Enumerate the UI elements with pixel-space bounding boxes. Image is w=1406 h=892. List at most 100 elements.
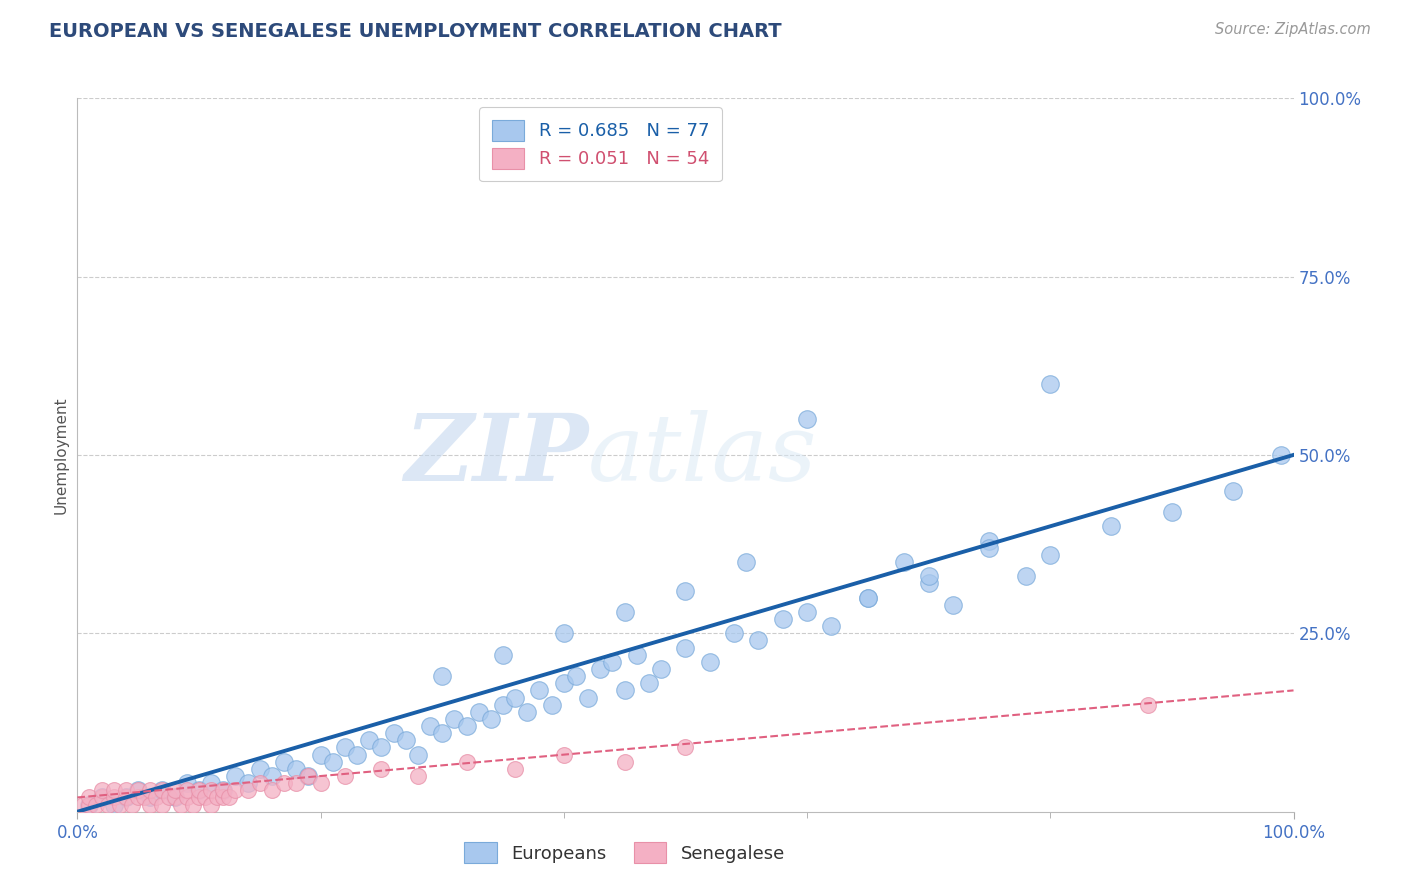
Point: [218, 790, 240, 805]
Point: [747, 633, 769, 648]
Point: [382, 726, 405, 740]
Point: [200, 783, 222, 797]
Point: [553, 676, 575, 690]
Point: [84, 797, 107, 812]
Point: [176, 783, 198, 797]
Point: [90, 790, 112, 805]
Point: [139, 790, 162, 805]
Point: [602, 655, 624, 669]
Point: [796, 412, 818, 426]
Point: [273, 755, 295, 769]
Point: [553, 626, 575, 640]
Point: [127, 783, 149, 797]
Point: [170, 797, 193, 812]
Point: [1136, 698, 1159, 712]
Point: [273, 776, 295, 790]
Point: [127, 790, 149, 805]
Point: [285, 762, 308, 776]
Point: [419, 719, 441, 733]
Point: [181, 797, 204, 812]
Point: [134, 790, 156, 805]
Point: [108, 797, 131, 812]
Point: [115, 790, 138, 805]
Legend: Europeans, Senegalese: Europeans, Senegalese: [457, 835, 792, 871]
Point: [675, 583, 697, 598]
Y-axis label: Unemployment: Unemployment: [53, 396, 69, 514]
Point: [103, 797, 125, 812]
Point: [121, 797, 143, 812]
Point: [297, 769, 319, 783]
Point: [1099, 519, 1122, 533]
Point: [103, 790, 125, 805]
Point: [613, 755, 636, 769]
Point: [139, 797, 162, 812]
Point: [370, 740, 392, 755]
Point: [503, 762, 526, 776]
Point: [492, 648, 515, 662]
Point: [492, 698, 515, 712]
Point: [467, 705, 489, 719]
Point: [188, 783, 211, 797]
Point: [79, 797, 101, 812]
Point: [395, 733, 418, 747]
Text: atlas: atlas: [588, 410, 818, 500]
Point: [212, 783, 235, 797]
Point: [163, 790, 186, 805]
Point: [224, 769, 246, 783]
Point: [188, 783, 211, 797]
Point: [236, 776, 259, 790]
Point: [127, 783, 149, 797]
Point: [188, 790, 211, 805]
Text: ZIP: ZIP: [404, 410, 588, 500]
Point: [918, 569, 941, 583]
Point: [97, 797, 120, 812]
Point: [443, 712, 465, 726]
Point: [1222, 483, 1244, 498]
Point: [152, 783, 174, 797]
Point: [139, 783, 162, 797]
Point: [309, 776, 332, 790]
Point: [406, 747, 429, 762]
Point: [918, 576, 941, 591]
Point: [456, 755, 478, 769]
Point: [309, 747, 332, 762]
Point: [103, 783, 125, 797]
Point: [503, 690, 526, 705]
Point: [979, 533, 1001, 548]
Point: [576, 690, 599, 705]
Point: [115, 783, 138, 797]
Point: [540, 698, 562, 712]
Point: [79, 790, 101, 805]
Point: [613, 605, 636, 619]
Point: [79, 797, 101, 812]
Text: Source: ZipAtlas.com: Source: ZipAtlas.com: [1215, 22, 1371, 37]
Point: [613, 683, 636, 698]
Point: [333, 740, 356, 755]
Point: [723, 626, 745, 640]
Point: [72, 797, 94, 812]
Point: [942, 598, 965, 612]
Point: [699, 655, 721, 669]
Point: [212, 790, 235, 805]
Point: [735, 555, 758, 569]
Point: [163, 783, 186, 797]
Point: [333, 769, 356, 783]
Point: [430, 669, 453, 683]
Point: [249, 776, 271, 790]
Point: [163, 790, 186, 805]
Point: [1015, 569, 1038, 583]
Point: [370, 762, 392, 776]
Point: [529, 683, 551, 698]
Point: [260, 769, 283, 783]
Text: EUROPEAN VS SENEGALESE UNEMPLOYMENT CORRELATION CHART: EUROPEAN VS SENEGALESE UNEMPLOYMENT CORR…: [49, 22, 782, 41]
Point: [152, 797, 174, 812]
Point: [479, 712, 502, 726]
Point: [212, 783, 235, 797]
Point: [856, 591, 879, 605]
Point: [406, 769, 429, 783]
Point: [152, 783, 174, 797]
Point: [820, 619, 842, 633]
Point: [1039, 376, 1062, 391]
Point: [346, 747, 368, 762]
Point: [157, 790, 180, 805]
